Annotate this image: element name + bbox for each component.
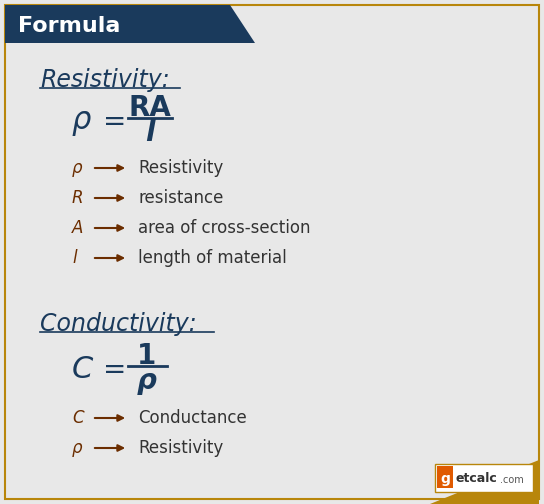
Text: Conductance: Conductance [138, 409, 247, 427]
Text: etcalc: etcalc [456, 473, 498, 485]
Text: Resistivity: Resistivity [138, 439, 223, 457]
Text: Resistivity: Resistivity [138, 159, 223, 177]
Text: R: R [72, 189, 83, 207]
Text: Formula: Formula [18, 16, 120, 36]
Text: ρ: ρ [72, 439, 83, 457]
Text: l: l [145, 119, 154, 147]
FancyBboxPatch shape [435, 464, 533, 492]
Text: .com: .com [500, 475, 524, 485]
Text: ρ: ρ [72, 107, 91, 137]
Text: 1: 1 [138, 342, 157, 370]
FancyBboxPatch shape [5, 5, 539, 499]
Text: Resistivity:: Resistivity: [40, 68, 170, 92]
Text: Conductivity:: Conductivity: [40, 312, 197, 336]
Polygon shape [5, 5, 255, 43]
Text: g: g [440, 472, 450, 486]
Text: ρ: ρ [72, 159, 83, 177]
Text: =: = [103, 108, 126, 136]
Text: RA: RA [128, 94, 171, 122]
Text: C: C [72, 409, 84, 427]
FancyBboxPatch shape [437, 466, 453, 488]
Text: A: A [72, 219, 83, 237]
Text: ρ: ρ [137, 367, 157, 395]
Polygon shape [430, 460, 539, 504]
Text: =: = [103, 356, 126, 384]
Text: resistance: resistance [138, 189, 224, 207]
Text: l: l [72, 249, 77, 267]
Text: area of cross-section: area of cross-section [138, 219, 311, 237]
Text: C: C [72, 355, 93, 385]
Text: length of material: length of material [138, 249, 287, 267]
